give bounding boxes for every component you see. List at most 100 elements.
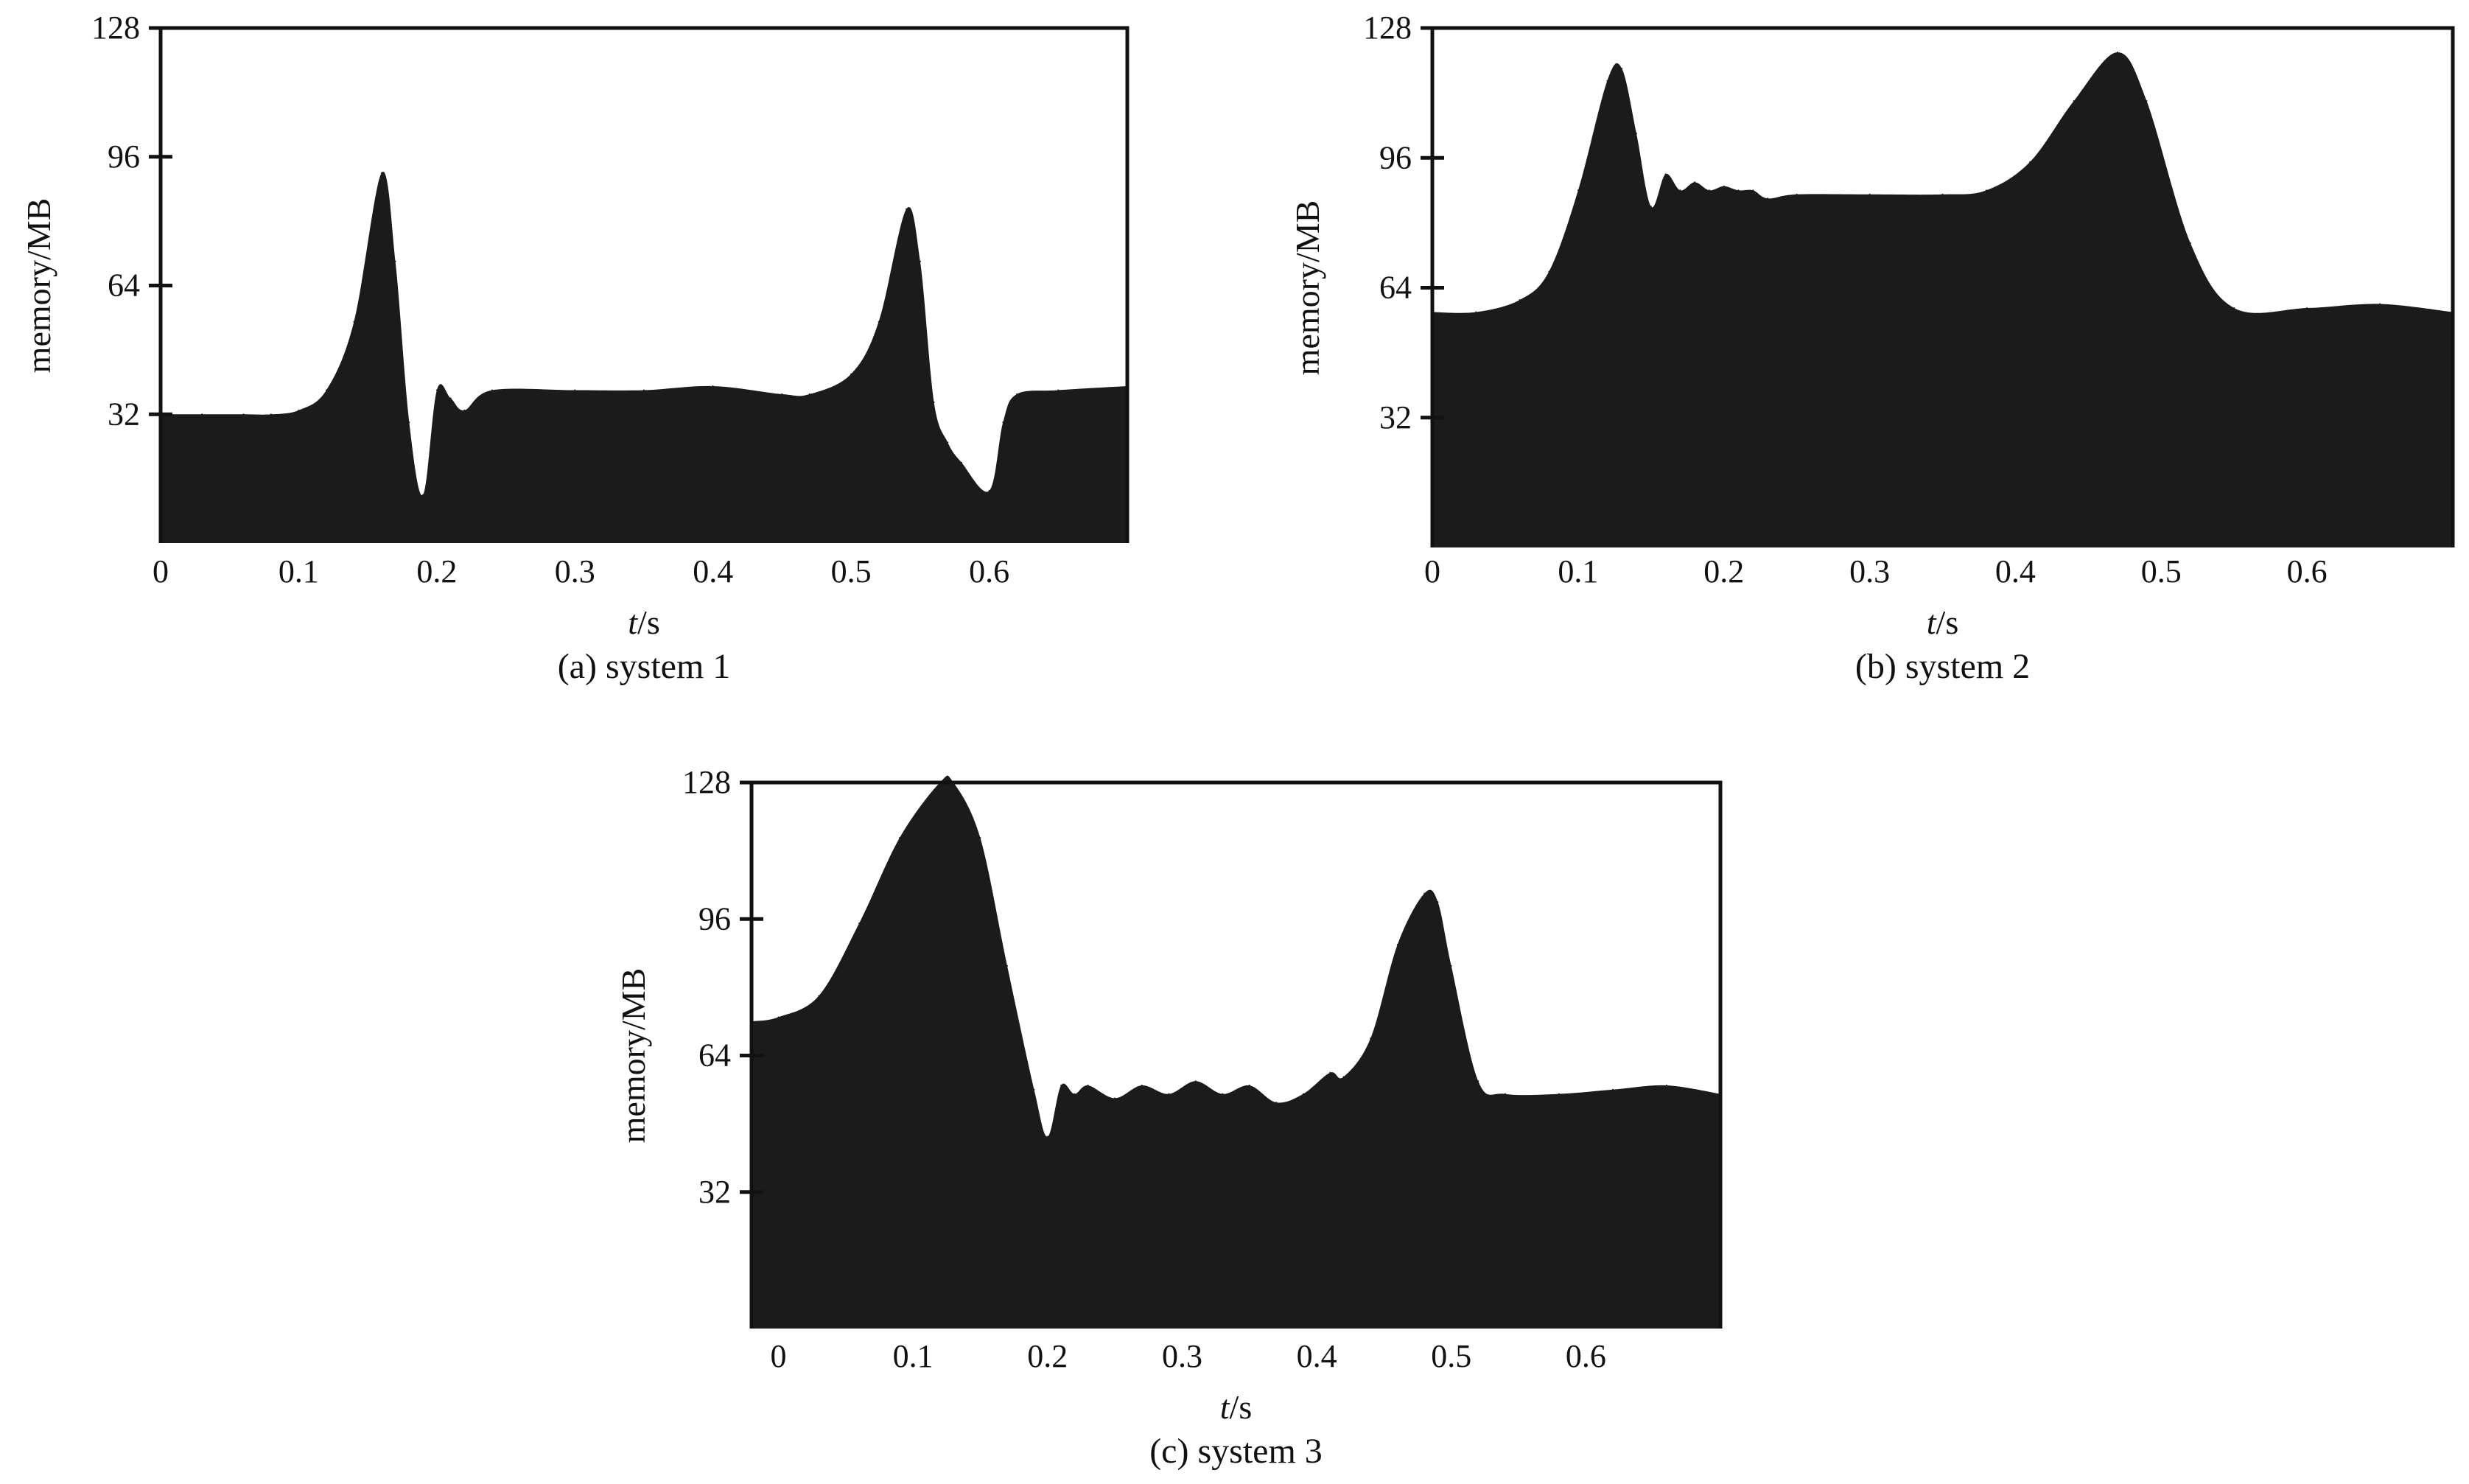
data-point — [1046, 1135, 1048, 1138]
data-point — [818, 995, 820, 997]
data-point — [1168, 1093, 1170, 1095]
y-tick-label: 96 — [1379, 139, 1412, 175]
data-point — [1611, 1088, 1614, 1091]
y-axis-label: memory/MB — [20, 198, 57, 374]
data-point — [1006, 965, 1008, 967]
y-axis-label: memory/MB — [614, 968, 652, 1144]
panel-caption: (c) system 3 — [1149, 1432, 1323, 1471]
x-tick-label: 0.3 — [555, 553, 595, 589]
x-tick-label: 0.4 — [1297, 1338, 1337, 1374]
y-tick-label: 128 — [1363, 10, 1412, 46]
data-point — [574, 389, 576, 391]
x-tick-label: 0.2 — [416, 553, 457, 589]
panel-caption: (b) system 2 — [1855, 647, 2030, 686]
y-tick-label: 128 — [682, 764, 731, 800]
x-axis-unit: /s — [1936, 603, 1959, 641]
data-point — [1475, 311, 1477, 313]
data-point — [491, 389, 493, 391]
data-point — [1723, 185, 1725, 187]
data-point — [1033, 1088, 1035, 1091]
data-point — [1679, 189, 1681, 192]
data-point — [1194, 1080, 1197, 1082]
data-point — [2306, 307, 2308, 309]
data-point — [408, 421, 410, 424]
data-point — [1087, 1085, 1089, 1086]
x-axis-label: t/s — [1927, 603, 1958, 641]
x-tick-label: 0.4 — [1995, 553, 2036, 589]
panel-caption: (a) system 1 — [558, 647, 731, 686]
data-point — [1985, 189, 1987, 192]
chart-panel-2: 32 64 96 128 0 0.1 0.2 0.3 0.4 0.5 0.6 t/s memory/MB… — [1289, 10, 2455, 686]
y-tick-label: 96 — [108, 139, 140, 175]
data-point — [1057, 389, 1060, 391]
data-point — [1437, 901, 1439, 903]
data-point — [1074, 1093, 1076, 1095]
data-point — [1664, 173, 1667, 175]
x-axis-variable: t — [1220, 1388, 1230, 1426]
data-point — [1016, 393, 1018, 395]
data-point — [298, 409, 300, 411]
data-point — [961, 461, 963, 463]
data-point — [858, 923, 861, 924]
data-point — [933, 401, 935, 403]
data-point — [1767, 197, 1769, 200]
y-tick-label: 64 — [1379, 270, 1412, 306]
data-point — [1796, 193, 1798, 195]
data-point — [1708, 189, 1710, 192]
data-point — [906, 208, 908, 210]
y-tick-label: 64 — [108, 267, 140, 304]
data-point — [463, 409, 466, 411]
x-axis-label: t/s — [1220, 1388, 1252, 1426]
data-point — [1477, 1080, 1479, 1082]
data-point — [1606, 80, 1608, 82]
x-tick-label: 0.6 — [1566, 1338, 1606, 1374]
data-point — [1423, 892, 1426, 895]
x-tick-label: 0.3 — [1162, 1338, 1202, 1374]
data-point — [1060, 1085, 1062, 1086]
x-tick-label: 0.1 — [1558, 553, 1598, 589]
x-tick-label: 0.2 — [1703, 553, 1744, 589]
data-point — [394, 260, 396, 262]
data-point — [1869, 193, 1871, 195]
data-point — [1548, 270, 1550, 273]
x-axis-label: t/s — [628, 603, 659, 641]
data-point — [1737, 189, 1740, 192]
x-tick-label: 0.6 — [2287, 553, 2328, 589]
x-tick-label: 0 — [771, 1338, 787, 1374]
data-point — [1329, 1071, 1331, 1074]
data-point — [1275, 1102, 1278, 1104]
data-point — [325, 389, 327, 391]
data-point — [2073, 100, 2075, 102]
data-point — [850, 373, 852, 375]
data-point — [1650, 206, 1652, 208]
y-tick-label: 32 — [698, 1174, 731, 1210]
data-point — [449, 397, 452, 399]
y-tick-label: 128 — [91, 10, 140, 46]
data-point — [2116, 52, 2118, 53]
data-point — [2029, 161, 2031, 163]
x-tick-label: 0.5 — [831, 553, 872, 589]
data-point — [1504, 1093, 1506, 1095]
x-tick-label: 0 — [153, 553, 169, 589]
y-tick-label: 32 — [108, 396, 140, 432]
chart-panel-3: 32 64 96 128 0 0.1 0.2 0.3 0.4 0.5 0.6 t/s memory/MB… — [614, 764, 1723, 1471]
x-tick-label: 0 — [1424, 553, 1440, 589]
data-point — [979, 837, 981, 839]
x-axis-variable: t — [1927, 603, 1937, 641]
chart-panel-1: 32 64 96 128 0 0.1 0.2 0.3 0.4 0.5 0.6 t/s memory/MB… — [20, 10, 1130, 686]
data-point — [2146, 100, 2148, 102]
data-point — [643, 389, 645, 391]
data-point — [2189, 242, 2191, 244]
x-tick-label: 0.1 — [893, 1338, 934, 1374]
x-tick-label: 0.3 — [1849, 553, 1890, 589]
x-tick-label: 0.1 — [279, 553, 319, 589]
data-point — [781, 393, 783, 395]
data-point — [1370, 1037, 1372, 1040]
series-area-1 — [1432, 52, 2453, 547]
x-tick-label: 0.5 — [2141, 553, 2182, 589]
data-point — [1941, 193, 1944, 195]
data-point — [1621, 68, 1623, 70]
series-area-1 — [161, 172, 1127, 544]
y-axis-label: memory/MB — [1289, 200, 1326, 376]
